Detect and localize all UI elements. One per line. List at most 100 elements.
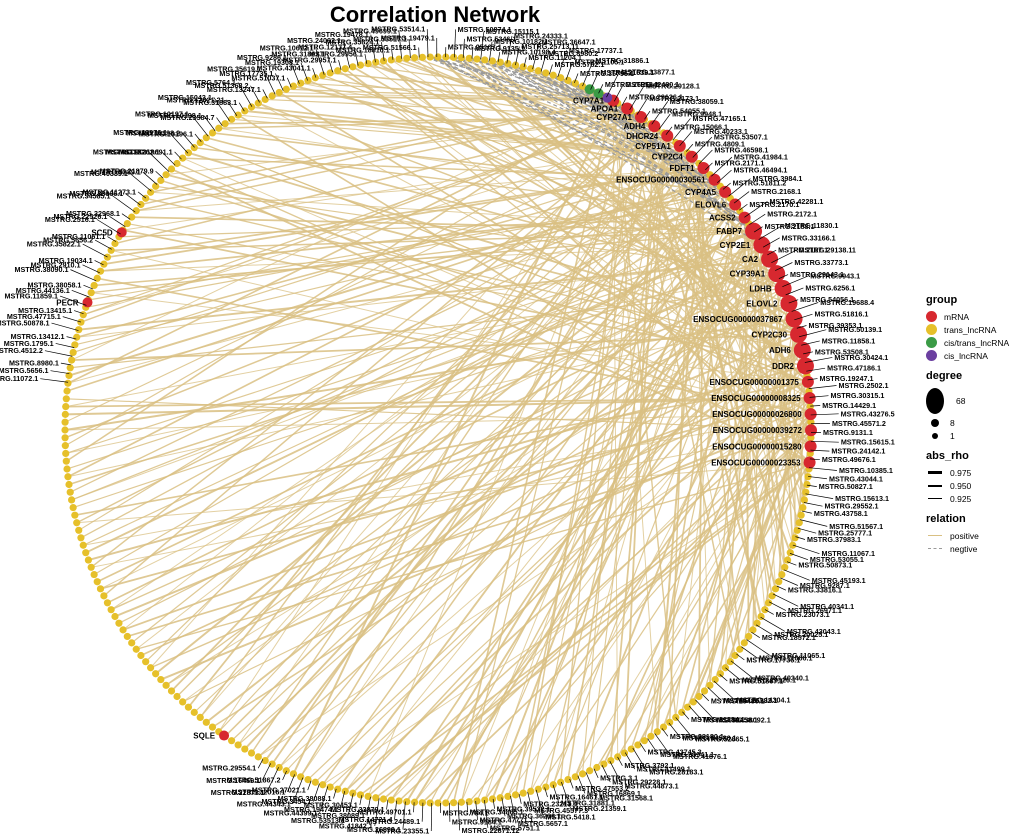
edge-positive	[237, 273, 778, 746]
node-label: SQLE	[193, 732, 215, 741]
node-trans-lncrna	[356, 791, 365, 799]
edge-positive	[64, 179, 715, 439]
node-trans-lncrna	[297, 79, 305, 87]
label-leader	[262, 69, 276, 95]
node-trans-lncrna	[761, 606, 769, 614]
label-leader	[250, 85, 260, 103]
node-label: FDFT1	[670, 164, 695, 173]
node-trans-lncrna	[79, 541, 87, 549]
node-label: MSTRG.10198.1	[148, 111, 202, 120]
node-label: MSTRG.42480.1	[625, 80, 679, 89]
node-trans-lncrna	[434, 799, 442, 807]
label-leader	[381, 42, 385, 61]
node-trans-lncrna	[162, 171, 170, 179]
node-label: ENSOCUG00000015280	[712, 442, 802, 451]
legend-degree-8: 8	[926, 416, 1018, 429]
node-label: MSTRG.2172.1	[767, 210, 817, 219]
edge-positive	[514, 125, 656, 796]
label-leader	[148, 151, 170, 172]
node-trans-lncrna	[234, 741, 242, 749]
label-leader	[795, 536, 806, 540]
node-trans-lncrna	[61, 426, 69, 434]
label-leader	[565, 61, 573, 80]
node-trans-lncrna	[87, 563, 95, 571]
node-label: MSTRG.49699.1	[343, 26, 397, 35]
node-label: MSTRG.5656.2	[43, 236, 93, 245]
node-trans-lncrna	[146, 664, 155, 672]
node-label: MSTRG.53508.1	[815, 347, 869, 356]
node-trans-lncrna	[90, 570, 98, 579]
node-trans-lncrna	[334, 67, 342, 75]
label-leader	[275, 73, 284, 91]
node-trans-lncrna	[488, 57, 497, 65]
node-label: ENSOCUG00000008325	[711, 394, 801, 403]
node-label: MSTRG.18810.1	[336, 45, 390, 54]
label-leader	[418, 47, 420, 58]
label-leader	[557, 50, 568, 77]
edge-negative	[486, 59, 681, 147]
label-leader	[585, 772, 598, 799]
label-leader	[810, 413, 839, 416]
node-trans-lncrna	[473, 797, 481, 805]
node-label: MSTRG.26382.1	[724, 696, 778, 705]
label-leader	[266, 767, 279, 793]
node-trans-lncrna	[62, 395, 70, 403]
node-mrna	[796, 357, 814, 375]
node-label: MSTRG.11858.1	[822, 336, 876, 345]
label-leader	[785, 287, 804, 296]
node-label: MSTRG.18572.1	[762, 633, 816, 642]
edge-negative	[432, 56, 642, 118]
edge-positive	[136, 107, 628, 212]
node-label: MSTRG.11859.1	[4, 292, 58, 301]
node-label: MSTRG.30458.1	[704, 715, 758, 724]
edge-positive	[421, 56, 812, 447]
edge-negative	[585, 86, 746, 219]
edge-positive	[150, 381, 809, 669]
node-label: MSTRG.13247.1	[207, 85, 261, 94]
label-leader	[70, 269, 97, 282]
node-label: MSTRG.26899.1	[347, 825, 401, 834]
node-label: ENSOCUG00000026800	[712, 410, 802, 419]
node-label: MSTRG.15613.1	[835, 494, 889, 503]
legend-label: trans_lncRNA	[944, 324, 997, 335]
node-trans-lncrna	[527, 787, 535, 795]
legend-width-key	[926, 498, 944, 499]
label-leader	[804, 357, 833, 363]
node-label: MSTRG.11830.1	[785, 221, 839, 230]
node-trans-lncrna	[434, 53, 442, 61]
label-leader	[82, 264, 100, 274]
node-label: MSTRG.3.1	[600, 773, 638, 782]
edge-positive	[212, 132, 726, 193]
node-mrna	[801, 375, 814, 388]
node-trans-lncrna	[234, 111, 242, 119]
node-label: DHCR24	[626, 132, 659, 141]
node-label: APOA1	[591, 105, 619, 114]
edge-negative	[495, 60, 754, 232]
label-leader	[606, 72, 620, 98]
node-label: MSTRG.30453.1	[304, 800, 358, 809]
label-leader	[799, 519, 828, 527]
label-leader	[762, 237, 780, 248]
label-leader	[40, 378, 69, 383]
edge-positive	[165, 173, 799, 336]
node-label: MSTRG.19474.1	[284, 805, 338, 814]
label-leader	[654, 733, 672, 757]
node-label: MSTRG.30424.1	[834, 353, 888, 362]
node-mrna	[780, 295, 798, 313]
legend-label: 68	[956, 396, 966, 406]
node-label: CYP51A1	[635, 142, 671, 151]
label-leader	[497, 51, 501, 62]
node-label: MSTRG.31884.1	[691, 715, 745, 724]
edge-positive	[122, 167, 704, 631]
node-trans-lncrna	[77, 318, 85, 326]
node-label: MSTRG.17736.1	[746, 655, 800, 664]
label-leader	[62, 316, 82, 323]
node-trans-lncrna	[96, 267, 105, 275]
node-trans-lncrna	[356, 61, 365, 69]
label-leader	[462, 38, 465, 58]
node-trans-lncrna	[457, 54, 466, 62]
node-label: MSTRG.28180.1	[670, 732, 724, 741]
edge-positive	[100, 258, 770, 590]
node-trans-lncrna	[795, 519, 803, 527]
